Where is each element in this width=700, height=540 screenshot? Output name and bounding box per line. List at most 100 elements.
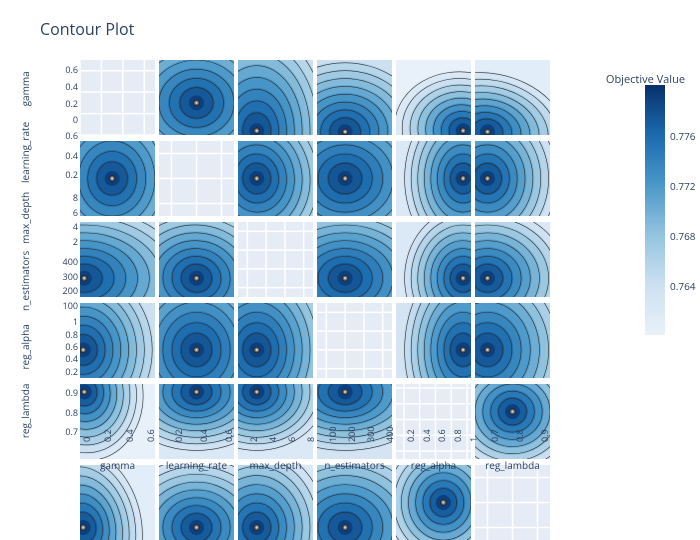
- y-axis-label-learning_rate: learning_rate: [18, 124, 32, 182]
- y-tick-learning_rate-0.4: 0.4: [65, 149, 78, 162]
- x-tick-reg_lambda-0.7: 0.7: [488, 429, 501, 442]
- x-axis-label-learning_rate: learning_rate: [159, 458, 234, 472]
- y-axis-label-n_estimators: n_estimators: [18, 253, 32, 311]
- y-tick-n_estimators-400: 400: [63, 255, 78, 268]
- contour-cell-n_estimators-vs-reg_lambda[interactable]: [317, 465, 392, 540]
- y-tick-learning_rate-0.2: 0.2: [65, 168, 78, 181]
- contour-cell-max_depth-vs-n_estimators[interactable]: [238, 303, 313, 378]
- contour-cell-learning_rate-vs-reg_alpha[interactable]: [159, 384, 234, 459]
- contour-cell-reg_lambda-vs-n_estimators[interactable]: [475, 303, 550, 378]
- contour-cell-max_depth-vs-learning_rate[interactable]: [238, 141, 313, 216]
- x-tick-gamma-0.2: 0.2: [101, 429, 114, 442]
- contour-matrix-plot: Contour Plot gamma learning_rate max_depth…: [0, 0, 700, 500]
- contour-cell-learning_rate-vs-gamma[interactable]: [159, 60, 234, 135]
- subplot-grid: [80, 60, 550, 440]
- x-tick-gamma-0: 0: [80, 437, 93, 442]
- contour-cell-max_depth-vs-gamma[interactable]: [238, 60, 313, 135]
- contour-cell-reg_alpha-vs-max_depth[interactable]: [396, 222, 471, 297]
- contour-cell-reg_alpha-vs-gamma[interactable]: [396, 60, 471, 135]
- y-tick-gamma-0.2: 0.2: [65, 97, 78, 110]
- x-tick-learning_rate-0.2: 0.2: [172, 429, 185, 442]
- y-axis-label-reg_lambda: reg_lambda: [18, 382, 32, 440]
- y-tick-max_depth-6: 6: [73, 206, 78, 219]
- contour-cell-max_depth-vs-reg_alpha[interactable]: [238, 384, 313, 459]
- x-tick-reg_alpha-0.2: 0.2: [404, 429, 417, 442]
- x-tick-reg_alpha-0.8: 0.8: [451, 429, 464, 442]
- colorbar-tick-0.772: 0.772: [670, 179, 696, 193]
- y-tick-gamma-0.4: 0.4: [65, 80, 78, 93]
- y-tick-n_estimators-300: 300: [63, 270, 78, 283]
- contour-cell-max_depth-vs-reg_lambda[interactable]: [238, 465, 313, 540]
- x-tick-reg_alpha-0.4: 0.4: [420, 429, 433, 442]
- y-tick-gamma-0.6: 0.6: [65, 63, 78, 76]
- x-tick-learning_rate-0.4: 0.4: [197, 429, 210, 442]
- y-tick-max_depth-2: 2: [73, 235, 78, 248]
- x-tick-n_estimators-200: 200: [345, 427, 358, 442]
- contour-cell-learning_rate-vs-n_estimators[interactable]: [159, 303, 234, 378]
- x-axis-label-n_estimators: n_estimators: [317, 458, 392, 472]
- contour-cell-n_estimators-vs-max_depth[interactable]: [317, 222, 392, 297]
- y-tick-reg_lambda-0.7: 0.7: [65, 425, 78, 438]
- x-tick-max_depth-2: 2: [247, 437, 260, 442]
- x-tick-reg_alpha-1: 1: [467, 437, 480, 442]
- contour-cell-learning_rate-vs-reg_lambda[interactable]: [159, 465, 234, 540]
- y-tick-gamma-0: 0: [73, 113, 78, 126]
- x-tick-n_estimators-400: 400: [383, 427, 396, 442]
- colorbar-tick-0.768: 0.768: [670, 229, 696, 243]
- contour-cell-n_estimators-vs-learning_rate[interactable]: [317, 141, 392, 216]
- y-tick-max_depth-4: 4: [73, 220, 78, 233]
- plot-title: Contour Plot: [40, 18, 134, 40]
- contour-cell-n_estimators-vs-reg_alpha[interactable]: [317, 384, 392, 459]
- y-tick-reg_lambda-0.9: 0.9: [65, 386, 78, 399]
- y-tick-reg_alpha-0.2: 0.2: [65, 365, 78, 378]
- contour-cell-gamma-vs-learning_rate[interactable]: [80, 141, 155, 216]
- x-tick-reg_alpha-0.6: 0.6: [435, 429, 448, 442]
- contour-cell-learning_rate-vs-max_depth[interactable]: [159, 222, 234, 297]
- colorbar-tick-0.764: 0.764: [670, 279, 696, 293]
- y-tick-n_estimators-200: 200: [63, 284, 78, 297]
- x-tick-max_depth-4: 4: [266, 437, 279, 442]
- y-tick-reg_alpha-0.8: 0.8: [65, 328, 78, 341]
- diag-cell-reg_lambda[interactable]: [475, 465, 550, 540]
- y-tick-n_estimators-100: 100: [63, 299, 78, 312]
- y-tick-learning_rate-0.6: 0.6: [65, 129, 78, 142]
- x-axis-label-reg_lambda: reg_lambda: [475, 458, 550, 472]
- y-tick-reg_alpha-1: 1: [73, 315, 78, 328]
- diag-cell-n_estimators[interactable]: [317, 303, 392, 378]
- x-tick-gamma-0.6: 0.6: [144, 429, 157, 442]
- y-axis-label-max_depth: max_depth: [18, 189, 32, 247]
- contour-cell-gamma-vs-reg_alpha[interactable]: [80, 384, 155, 459]
- x-axis-label-max_depth: max_depth: [238, 458, 313, 472]
- contour-cell-reg_alpha-vs-reg_lambda[interactable]: [396, 465, 471, 540]
- x-tick-max_depth-8: 8: [304, 437, 317, 442]
- contour-cell-gamma-vs-reg_lambda[interactable]: [80, 465, 155, 540]
- x-tick-max_depth-6: 6: [285, 437, 298, 442]
- colorbar-tick-0.776: 0.776: [670, 129, 696, 143]
- y-axis-label-reg_alpha: reg_alpha: [18, 317, 32, 375]
- x-tick-n_estimators-300: 300: [364, 427, 377, 442]
- contour-cell-reg_lambda-vs-reg_alpha[interactable]: [475, 384, 550, 459]
- contour-cell-reg_lambda-vs-max_depth[interactable]: [475, 222, 550, 297]
- contour-cell-reg_lambda-vs-learning_rate[interactable]: [475, 141, 550, 216]
- contour-cell-reg_alpha-vs-learning_rate[interactable]: [396, 141, 471, 216]
- contour-cell-n_estimators-vs-gamma[interactable]: [317, 60, 392, 135]
- y-tick-max_depth-8: 8: [73, 191, 78, 204]
- contour-cell-gamma-vs-n_estimators[interactable]: [80, 303, 155, 378]
- x-axis-label-reg_alpha: reg_alpha: [396, 458, 471, 472]
- diag-cell-reg_alpha[interactable]: [396, 384, 471, 459]
- contour-cell-gamma-vs-max_depth[interactable]: [80, 222, 155, 297]
- x-tick-n_estimators-100: 100: [326, 427, 339, 442]
- diag-cell-learning_rate[interactable]: [159, 141, 234, 216]
- x-tick-learning_rate-0.6: 0.6: [222, 429, 235, 442]
- y-tick-reg_lambda-0.8: 0.8: [65, 406, 78, 419]
- colorbar: 0.7640.7680.7720.776: [645, 85, 665, 335]
- diag-cell-gamma[interactable]: [80, 60, 155, 135]
- x-tick-gamma-0.4: 0.4: [123, 429, 136, 442]
- x-axis-label-gamma: gamma: [80, 458, 155, 472]
- x-tick-reg_lambda-0.8: 0.8: [513, 429, 526, 442]
- y-tick-reg_alpha-0.6: 0.6: [65, 340, 78, 353]
- contour-cell-reg_lambda-vs-gamma[interactable]: [475, 60, 550, 135]
- contour-cell-reg_alpha-vs-n_estimators[interactable]: [396, 303, 471, 378]
- diag-cell-max_depth[interactable]: [238, 222, 313, 297]
- y-axis-label-gamma: gamma: [18, 60, 32, 118]
